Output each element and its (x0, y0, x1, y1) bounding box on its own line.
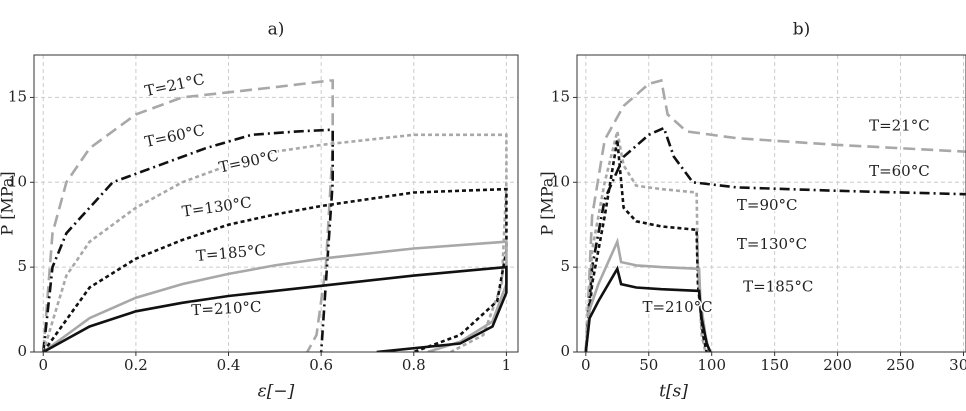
series-label: T=185°C (743, 278, 813, 296)
y-tick-label: 10 (8, 172, 27, 190)
series-label: T=60°C (143, 121, 206, 151)
chart-title: b) (793, 20, 811, 40)
x-tick-label: 100 (697, 356, 726, 374)
axes-frame (576, 54, 966, 353)
plot-area (42, 79, 508, 352)
series-label: T=21°C (869, 116, 930, 134)
y-axis-label: P [MPa] (538, 171, 557, 235)
line-series (42, 128, 334, 352)
x-tick-label: 0.6 (309, 356, 333, 374)
x-axis-label: ε[−] (258, 382, 295, 402)
series-label: T=90°C (217, 146, 280, 176)
line-series (584, 131, 707, 352)
y-tick-label: 15 (8, 87, 27, 105)
line-series (42, 187, 508, 352)
x-tick-label: 1 (502, 356, 512, 374)
y-tick-label: 5 (17, 257, 27, 275)
x-tick-label: 0.8 (402, 356, 426, 374)
x-tick-label: 200 (823, 356, 852, 374)
series-label: T=130°C (737, 235, 807, 253)
y-tick-label: 0 (17, 342, 27, 360)
y-tick-label: 0 (560, 342, 570, 360)
y-tick-label: 10 (551, 172, 570, 190)
series-label: T=210°C (191, 298, 262, 320)
series-label: T=60°C (869, 162, 930, 180)
x-tick-label: 0 (581, 356, 591, 374)
x-tick-label: 0.2 (124, 356, 148, 374)
line-series (42, 79, 334, 352)
line-series (584, 78, 966, 352)
line-series (42, 265, 508, 352)
x-axis-label: t[s] (659, 382, 688, 402)
x-tick-label: 0.4 (217, 356, 241, 374)
x-tick-label: 250 (886, 356, 915, 374)
y-axis-label: P [MPa] (0, 171, 17, 235)
axes-frame (33, 54, 519, 353)
y-tick-label: 5 (560, 257, 570, 275)
series-label: T=90°C (737, 196, 798, 214)
line-series (584, 139, 708, 352)
line-series (584, 237, 711, 352)
series-label: T=130°C (181, 193, 253, 221)
x-tick-label: 0 (38, 356, 48, 374)
line-series (42, 240, 508, 352)
x-tick-label: 50 (639, 356, 658, 374)
y-tick-label: 15 (551, 87, 570, 105)
x-tick-label: 150 (760, 356, 789, 374)
x-tick-label: 300 (949, 356, 966, 374)
line-series (584, 265, 712, 352)
plot-area (584, 78, 966, 352)
chart-title: a) (268, 20, 285, 40)
series-label: T=185°C (195, 241, 266, 265)
series-label: T=210°C (642, 298, 712, 316)
